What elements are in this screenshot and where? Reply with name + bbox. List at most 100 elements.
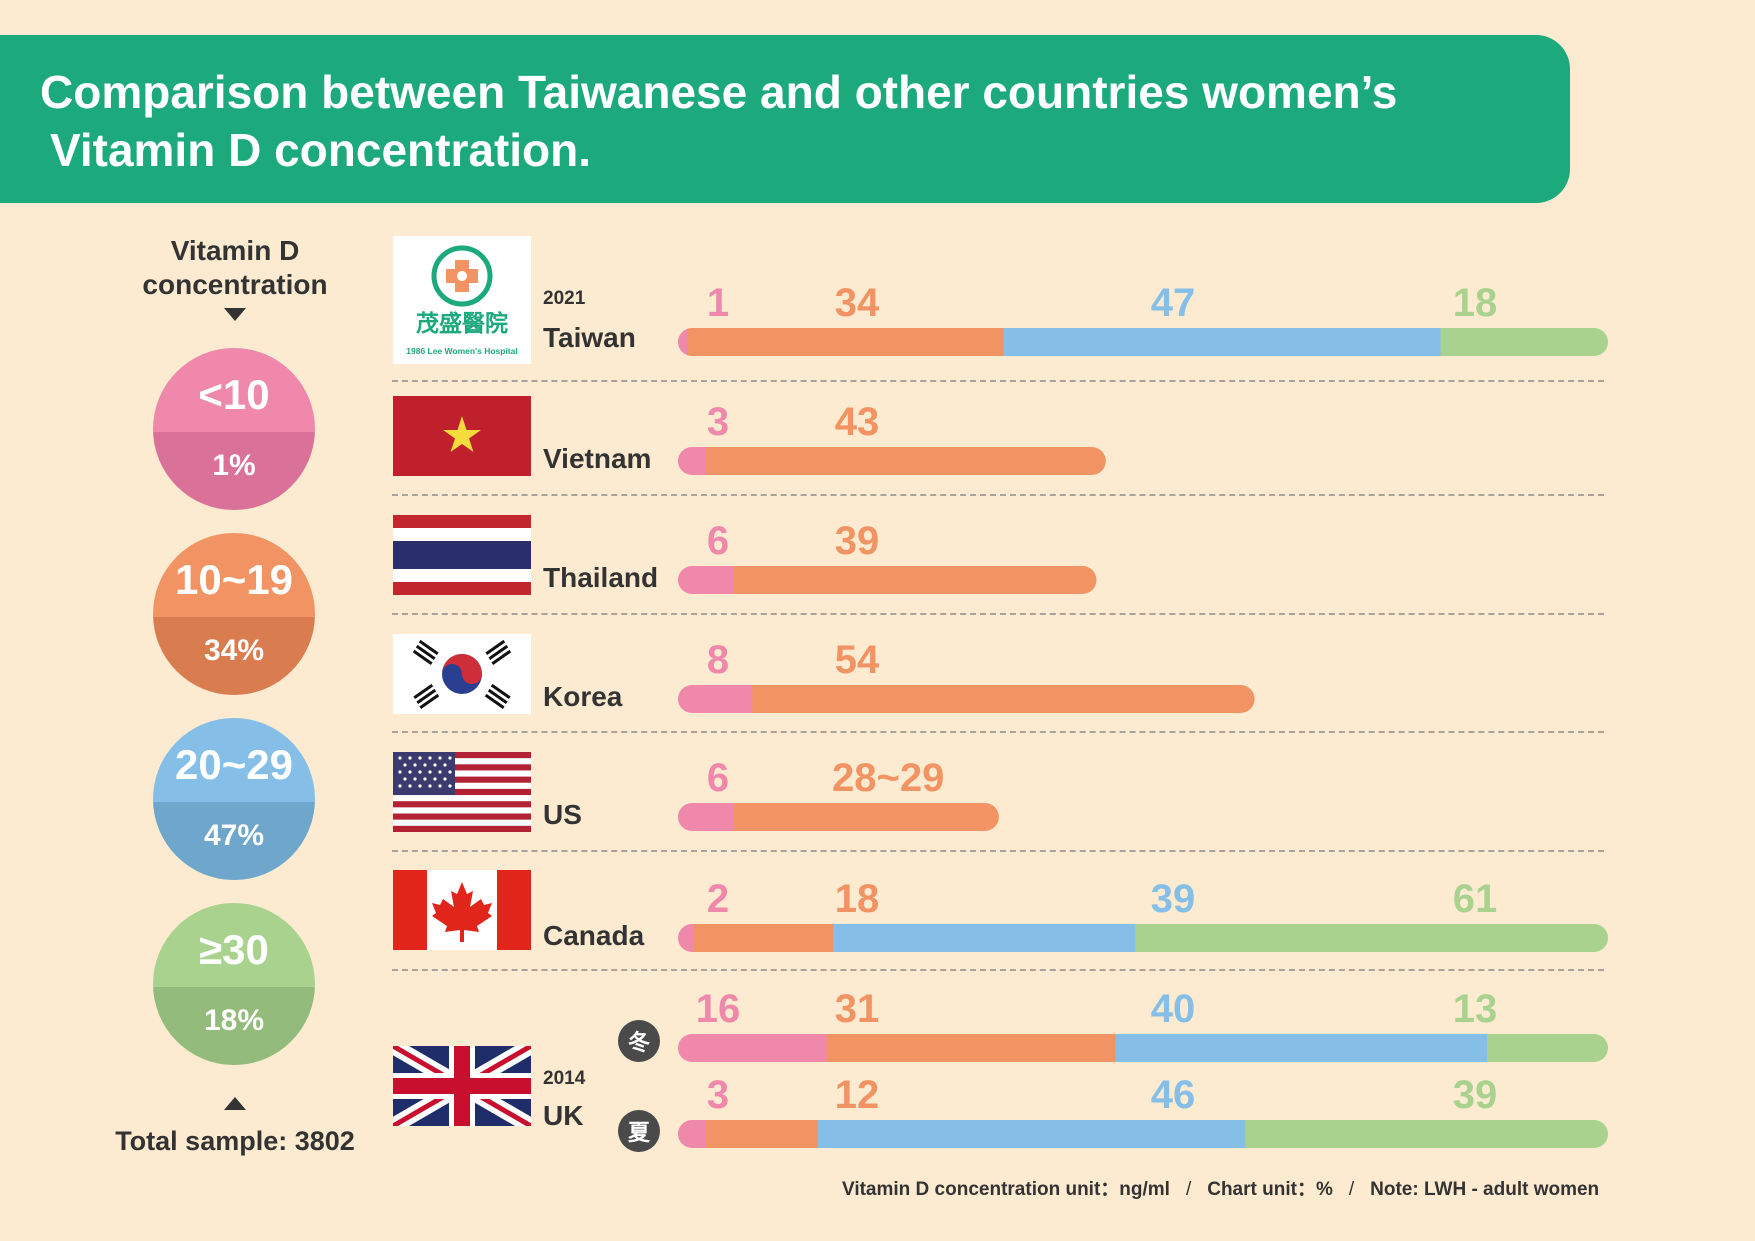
country-thailand: Thailand	[543, 562, 659, 593]
data-label: 43	[835, 400, 880, 444]
bar-segment	[678, 685, 753, 713]
bar-segment	[817, 1120, 1246, 1148]
legend-pct: 18%	[153, 987, 315, 1065]
bar-segment	[826, 1034, 1116, 1062]
legend-title: Vitamin D concentration	[110, 234, 360, 302]
row-divider	[392, 494, 1604, 496]
footer-note-text: Note: LWH - adult women	[1370, 1179, 1600, 1200]
legend-range: ≥30	[153, 903, 315, 988]
bar-row-7: 3 12 46 39	[678, 1073, 1608, 1148]
bar-segment	[705, 1120, 818, 1148]
total-sample: Total sample: 3802	[115, 1126, 355, 1156]
legend-title-line-2: concentration	[142, 269, 328, 300]
data-label: 61	[1453, 877, 1498, 921]
bar-segment	[687, 328, 1004, 356]
data-label: 3	[707, 400, 729, 444]
bar-segment	[678, 1034, 828, 1062]
bar-segment	[1115, 1034, 1488, 1062]
bar-segment	[678, 447, 707, 475]
data-label: 2	[707, 877, 729, 921]
data-label: 18	[1453, 281, 1498, 325]
us-flag-icon	[393, 752, 531, 832]
bar-segment	[1245, 1120, 1608, 1148]
footer-chart-unit: Chart unit：%	[1207, 1179, 1333, 1200]
hospital-logo-icon: 茂盛醫院 1986 Lee Women's Hospital	[393, 236, 531, 364]
bar-segment	[1003, 328, 1442, 356]
triangle-down-icon	[224, 308, 246, 321]
data-label: 54	[835, 638, 880, 682]
legend-range: <10	[153, 348, 315, 433]
country-uk: UK	[543, 1100, 584, 1131]
country-us: US	[543, 799, 582, 830]
legend-title-line-1: Vitamin D	[170, 235, 300, 266]
bar-row-5: 2 18 39 61	[678, 877, 1608, 952]
data-label: 6	[707, 756, 729, 800]
bar-segment	[678, 328, 688, 356]
triangle-up-icon	[224, 1097, 246, 1110]
data-label: 47	[1151, 281, 1196, 325]
data-label: 28~29	[832, 756, 944, 800]
country-korea: Korea	[543, 681, 623, 712]
row-divider	[392, 969, 1604, 971]
legend-circle-gte30: ≥30 18%	[153, 903, 315, 1065]
legend-circle-lt10: <10 1%	[153, 348, 315, 510]
data-label: 31	[835, 987, 880, 1031]
row-divider	[392, 850, 1604, 852]
legend-pct: 1%	[153, 432, 315, 510]
bar-row-0: 1 34 47 18	[678, 281, 1608, 356]
country-canada: Canada	[543, 920, 645, 951]
bar-row-2: 6 39	[678, 519, 1097, 594]
bar-segment	[1135, 924, 1608, 952]
data-label: 6	[707, 519, 729, 563]
legend-pct: 34%	[153, 617, 315, 695]
data-label: 18	[835, 877, 880, 921]
data-label: 34	[835, 281, 880, 325]
bar-segment	[693, 924, 834, 952]
data-label: 39	[835, 519, 880, 563]
footer-unit: Vitamin D concentration unit：ng/ml	[842, 1179, 1170, 1200]
country-vietnam: Vietnam	[543, 443, 652, 474]
title-line-2: Vitamin D concentration.	[50, 124, 592, 176]
bar-segment	[678, 1120, 707, 1148]
bar-row-6: 16 31 40 13	[678, 987, 1608, 1062]
country-taiwan: Taiwan	[543, 322, 636, 353]
bar-segment	[752, 685, 1255, 713]
data-label: 46	[1151, 1073, 1196, 1117]
row-divider	[392, 613, 1604, 615]
bar-segment	[1440, 328, 1608, 356]
legend-range: 20~29	[153, 718, 315, 803]
footer-separator: /	[1185, 1179, 1192, 1200]
legend-pct: 47%	[153, 802, 315, 880]
hospital-name-cn: 茂盛醫院	[416, 310, 508, 337]
data-label: 39	[1151, 877, 1196, 921]
bar-segment	[705, 447, 1106, 475]
bar-segment	[1487, 1034, 1608, 1062]
data-label: 12	[835, 1073, 880, 1117]
data-label: 3	[707, 1073, 729, 1117]
hospital-name-en: 1986 Lee Women's Hospital	[406, 346, 517, 356]
data-label: 8	[707, 638, 729, 682]
footer-separator: /	[1348, 1179, 1355, 1200]
uk-flag-icon	[393, 1046, 531, 1126]
bar-segment	[833, 924, 1136, 952]
data-label: 1	[707, 281, 729, 325]
vietnam-flag-icon	[393, 396, 531, 476]
korea-flag-icon	[393, 634, 531, 714]
bar-segment	[678, 566, 735, 594]
title-banner: Comparison between Taiwanese and other c…	[0, 35, 1570, 203]
data-label: 39	[1453, 1073, 1498, 1117]
bar-segment	[733, 566, 1097, 594]
row-divider	[392, 380, 1604, 382]
bar-segment	[678, 924, 694, 952]
row-divider	[392, 731, 1604, 733]
legend-circle-10-19: 10~19 34%	[153, 533, 315, 695]
footer-note: Vitamin D concentration unit：ng/ml / Chart…	[842, 1174, 1599, 1201]
bar-row-1: 3 43	[678, 400, 1106, 475]
season-winter-badge: 冬	[618, 1020, 660, 1062]
bar-row-4: 6 28~29	[678, 756, 999, 831]
bar-row-3: 8 54	[678, 638, 1255, 713]
canada-flag-icon	[393, 870, 531, 950]
title-line-1: Comparison between Taiwanese and other c…	[40, 66, 1398, 118]
bar-segment	[678, 803, 735, 831]
data-label: 40	[1151, 987, 1196, 1031]
